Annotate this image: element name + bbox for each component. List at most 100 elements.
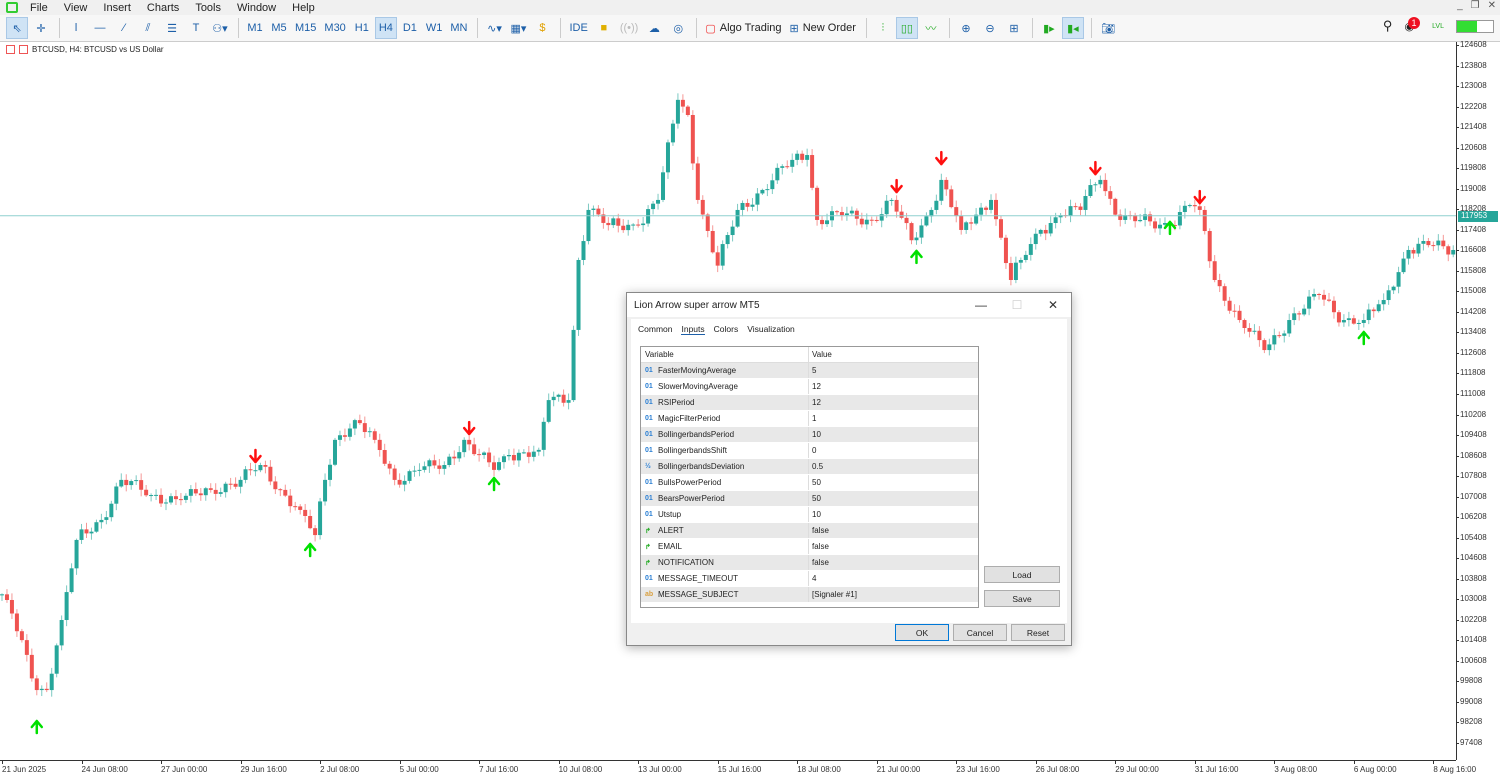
param-row[interactable]: 01 FasterMovingAverage 5 — [641, 363, 978, 379]
menu-tools[interactable]: Tools — [195, 1, 221, 14]
templates-icon[interactable]: ▦▾ — [510, 22, 527, 35]
ide-button[interactable]: IDE — [569, 22, 588, 34]
time-label: 26 Jul 08:00 — [1035, 761, 1080, 774]
param-row[interactable]: ↱ ALERT false — [641, 523, 978, 539]
param-row[interactable]: ½ BollingerbandsDeviation 0.5 — [641, 459, 978, 475]
new-order-button[interactable]: ⊞ New Order — [787, 17, 859, 39]
indicators-icon[interactable]: ∿▾ — [487, 22, 502, 35]
minimize-icon[interactable]: _ — [1457, 0, 1463, 11]
zoom-in-icon[interactable]: ⊕ — [961, 22, 971, 35]
menu-window[interactable]: Window — [237, 1, 277, 14]
param-value[interactable]: false — [812, 558, 829, 567]
param-value[interactable]: 4 — [812, 574, 817, 583]
save-button[interactable]: Save — [984, 590, 1060, 607]
bar-chart-icon[interactable]: ⫶ — [881, 21, 885, 34]
param-value[interactable]: false — [812, 542, 829, 551]
radar-icon[interactable]: ◎ — [673, 22, 684, 35]
signal-icon[interactable]: ((•)) — [619, 22, 639, 34]
timeframe-d1[interactable]: D1 — [402, 22, 417, 34]
account-icon[interactable]: ◉1 — [1404, 17, 1421, 33]
param-value[interactable]: 10 — [812, 510, 821, 519]
param-value[interactable]: 50 — [812, 494, 821, 503]
timeframe-m30[interactable]: M30 — [324, 22, 346, 34]
timeframe-m1[interactable]: M1 — [247, 22, 263, 34]
crosshair-icon[interactable]: ✛ — [36, 22, 46, 35]
restore-icon[interactable]: ❐ — [1470, 0, 1480, 11]
vps-cloud-icon[interactable]: ☁ — [648, 22, 660, 35]
vertical-line-icon[interactable]: ǀ — [74, 22, 78, 34]
param-row[interactable]: 01 BearsPowerPeriod 50 — [641, 491, 978, 507]
tab-inputs[interactable]: Inputs — [681, 324, 705, 335]
param-row[interactable]: 01 Utstup 10 — [641, 507, 978, 523]
candle-body — [849, 210, 854, 214]
param-value[interactable]: 0 — [812, 446, 817, 455]
channel-icon[interactable]: ⫽ — [145, 21, 151, 34]
search-icon[interactable]: ⚲ — [1382, 18, 1393, 33]
auto-scroll-icon[interactable]: ▮▸ — [1043, 22, 1055, 35]
horizontal-line-icon[interactable]: — — [94, 22, 106, 34]
candle-body — [606, 222, 611, 226]
param-row[interactable]: 01 MESSAGE_TIMEOUT 4 — [641, 571, 978, 587]
candle-body — [382, 450, 387, 464]
param-row[interactable]: 01 SlowerMovingAverage 12 — [641, 379, 978, 395]
tile-windows-icon[interactable]: ⊞ — [1009, 22, 1019, 35]
cursor-tool-icon[interactable]: ⇖ — [6, 17, 28, 39]
param-row[interactable]: 01 RSIPeriod 12 — [641, 395, 978, 411]
minimize-icon[interactable]: — — [975, 298, 987, 312]
param-value[interactable]: 12 — [812, 398, 821, 407]
param-value[interactable]: 0.5 — [812, 462, 824, 471]
algo-trading-button[interactable]: ▢ Algo Trading — [702, 17, 784, 39]
close-icon[interactable]: ✕ — [1487, 0, 1496, 11]
screenshot-icon[interactable]: 📷︎ — [1100, 22, 1115, 35]
text-tool-icon[interactable]: T — [192, 22, 200, 34]
trendline-icon[interactable]: ⁄ — [123, 22, 125, 34]
timeframe-w1[interactable]: W1 — [425, 22, 443, 34]
param-row[interactable]: 01 BullsPowerPeriod 50 — [641, 475, 978, 491]
candle-body — [1416, 243, 1421, 254]
shopping-bag-icon[interactable]: ■ — [600, 22, 608, 34]
param-value[interactable]: 5 — [812, 366, 817, 375]
price-axis[interactable]: 124608 123808 123008 122208 121408 120608 1198… — [1455, 40, 1500, 760]
timeframe-m15[interactable]: M15 — [295, 22, 317, 34]
param-value[interactable]: 1 — [812, 414, 817, 423]
price-chart[interactable] — [0, 42, 1456, 760]
param-row[interactable]: ↱ NOTIFICATION false — [641, 555, 978, 571]
line-chart-icon[interactable]: 〰 — [925, 23, 937, 35]
param-row[interactable]: ab MESSAGE_SUBJECT [Signaler #1] — [641, 587, 978, 603]
zoom-out-icon[interactable]: ⊖ — [985, 22, 995, 35]
param-value[interactable]: 50 — [812, 478, 821, 487]
param-value[interactable]: false — [812, 526, 829, 535]
menu-help[interactable]: Help — [292, 1, 315, 14]
shapes-icon[interactable]: ⚇▾ — [212, 22, 228, 35]
tab-colors[interactable]: Colors — [713, 324, 739, 334]
close-icon[interactable]: ✕ — [1047, 298, 1059, 312]
dialog-title-bar[interactable]: Lion Arrow super arrow MT5 — [627, 293, 1071, 317]
candlestick-chart-icon[interactable]: ▯▯ — [895, 17, 918, 39]
cancel-button[interactable]: Cancel — [953, 624, 1007, 641]
param-name: MESSAGE_TIMEOUT — [658, 574, 739, 583]
timeframe-m5[interactable]: M5 — [271, 22, 287, 34]
tab-visualization[interactable]: Visualization — [747, 324, 795, 334]
param-row[interactable]: 01 BollingerbandsShift 0 — [641, 443, 978, 459]
param-value[interactable]: 10 — [812, 430, 821, 439]
param-value[interactable]: 12 — [812, 382, 821, 391]
menu-file[interactable]: File — [30, 1, 48, 14]
ok-button[interactable]: OK — [895, 624, 949, 641]
timeframe-h4[interactable]: H4 — [374, 17, 397, 39]
timeframe-mn[interactable]: MN — [450, 22, 468, 34]
chart-shift-icon[interactable]: ▮◂ — [1061, 17, 1084, 39]
param-row[interactable]: ↱ EMAIL false — [641, 539, 978, 555]
param-row[interactable]: 01 BollingerbandsPeriod 10 — [641, 427, 978, 443]
tab-common[interactable]: Common — [638, 324, 673, 334]
market-icon[interactable]: $ — [539, 22, 546, 34]
param-row[interactable]: 01 MagicFilterPeriod 1 — [641, 411, 978, 427]
time-axis[interactable]: 21 Jun 2025 24 Jun 08:00 27 Jun 00:00 29 Ju… — [0, 760, 1476, 778]
menu-insert[interactable]: Insert — [103, 1, 131, 14]
param-value[interactable]: [Signaler #1] — [812, 590, 857, 599]
fibonacci-icon[interactable]: ☰ — [167, 22, 177, 35]
menu-view[interactable]: View — [63, 1, 88, 14]
load-button[interactable]: Load — [984, 566, 1060, 583]
timeframe-h1[interactable]: H1 — [354, 22, 369, 34]
menu-charts[interactable]: Charts — [146, 1, 180, 14]
reset-button[interactable]: Reset — [1011, 624, 1065, 641]
